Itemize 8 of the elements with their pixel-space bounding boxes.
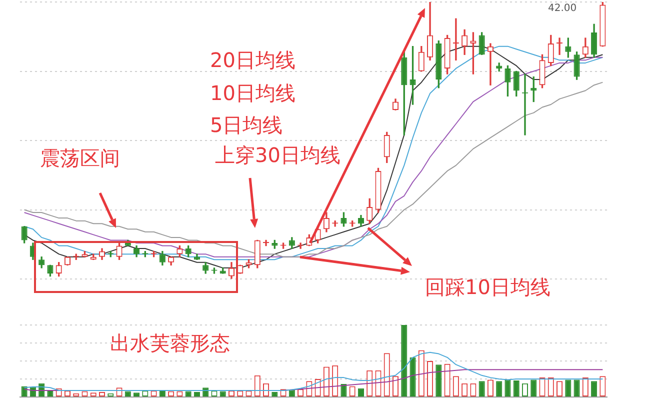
annotation: 震荡区间 (40, 146, 120, 170)
annotation: 42.00 (548, 3, 577, 14)
annotation: 10日均线 (210, 81, 296, 105)
annotation: 上穿30日均线 (215, 143, 340, 167)
annotation: 出水芙蓉形态 (110, 331, 230, 355)
annotation: 5日均线 (210, 113, 283, 137)
annotation: 回踩10日均线 (425, 275, 550, 299)
annotation: 20日均线 (210, 48, 296, 72)
